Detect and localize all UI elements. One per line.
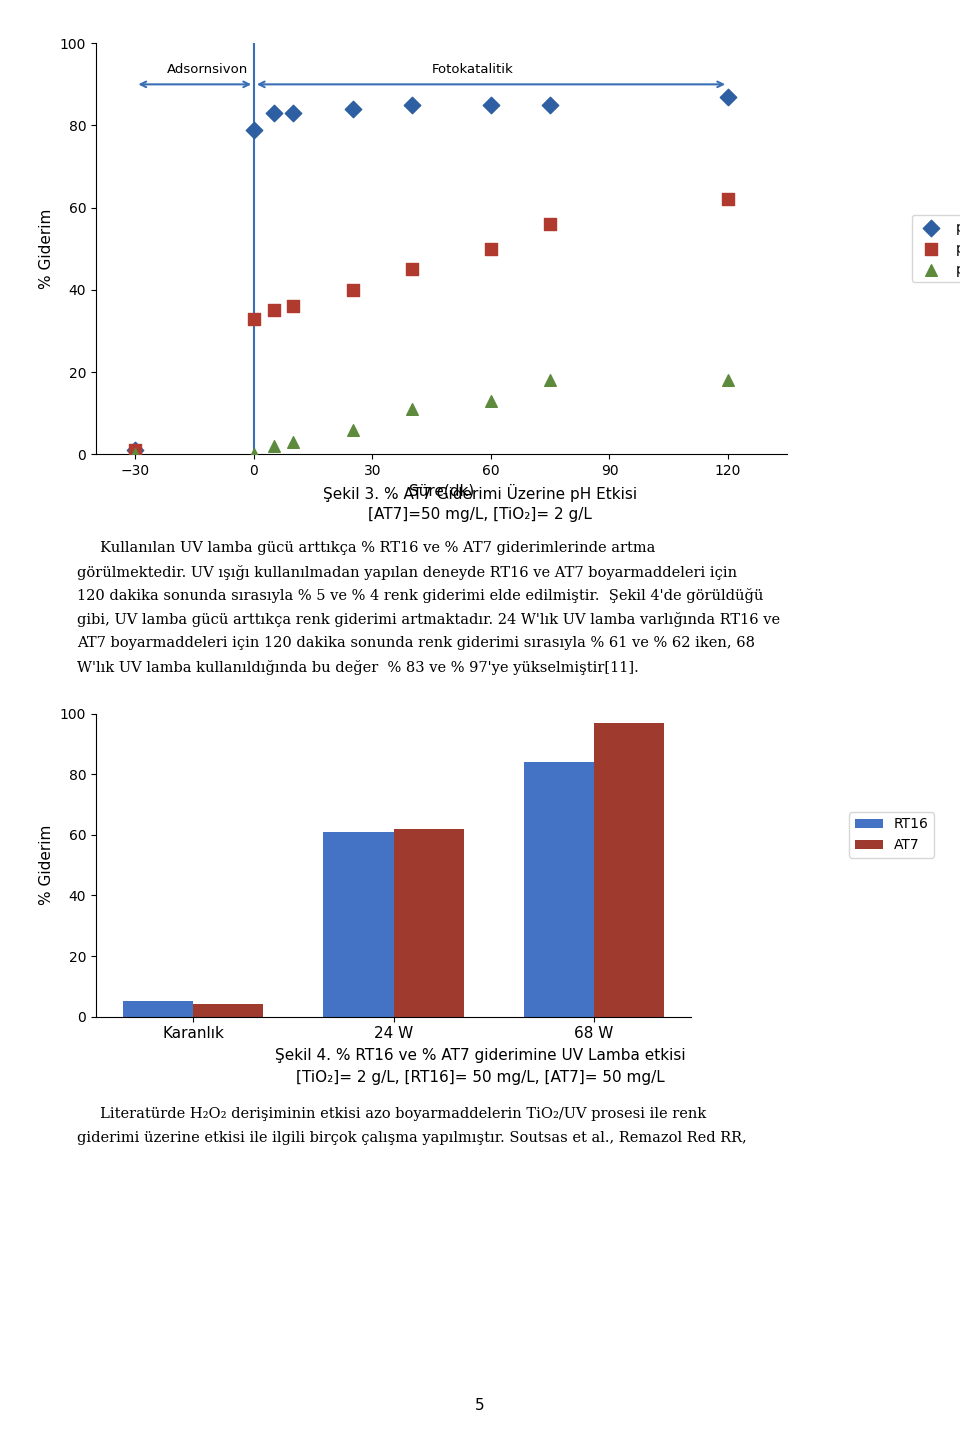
- pH=3: [247, 118, 262, 141]
- Text: Fotokatalitik: Fotokatalitik: [432, 63, 514, 76]
- pH=6: [345, 278, 360, 301]
- Text: 120 dakika sonunda sırasıyla % 5 ve % 4 renk giderimi elde edilmiştir.  Şekil 4': 120 dakika sonunda sırasıyla % 5 ve % 4 …: [77, 588, 763, 603]
- X-axis label: Süre(dk): Süre(dk): [409, 483, 474, 499]
- Bar: [324, 832, 394, 1017]
- pH=3: [483, 94, 498, 117]
- pH=6: [720, 187, 735, 211]
- pH=9: [345, 418, 360, 441]
- Text: gibi, UV lamba gücü arttıkça renk giderimi artmaktadır. 24 W'lık UV lamba varlığ: gibi, UV lamba gücü arttıkça renk gideri…: [77, 611, 780, 627]
- Bar: [394, 829, 464, 1017]
- pH=6: [542, 212, 558, 235]
- pH=6: [128, 438, 143, 461]
- Text: Literatürde H₂O₂ derişiminin etkisi azo boyarmaddelerin TiO₂/UV prosesi ile renk: Literatürde H₂O₂ derişiminin etkisi azo …: [77, 1107, 706, 1122]
- pH=6: [286, 294, 301, 317]
- Legend: pH=3, pH=6, pH=9: pH=3, pH=6, pH=9: [912, 215, 960, 283]
- pH=3: [542, 94, 558, 117]
- pH=3: [404, 94, 420, 117]
- pH=9: [720, 369, 735, 392]
- Text: Kullanılan UV lamba gücü arttıkça % RT16 ve % AT7 giderimlerinde artma: Kullanılan UV lamba gücü arttıkça % RT16…: [77, 541, 655, 555]
- Bar: [594, 722, 664, 1017]
- Text: [TiO₂]= 2 g/L, [RT16]= 50 mg/L, [AT7]= 50 mg/L: [TiO₂]= 2 g/L, [RT16]= 50 mg/L, [AT7]= 5…: [296, 1070, 664, 1084]
- pH=6: [247, 307, 262, 330]
- pH=3: [128, 438, 143, 461]
- Text: [AT7]=50 mg/L, [TiO₂]= 2 g/L: [AT7]=50 mg/L, [TiO₂]= 2 g/L: [368, 508, 592, 522]
- Bar: [193, 1005, 263, 1017]
- Text: AT7 boyarmaddeleri için 120 dakika sonunda renk giderimi sırasıyla % 61 ve % 62 : AT7 boyarmaddeleri için 120 dakika sonun…: [77, 636, 755, 650]
- Text: 5: 5: [475, 1399, 485, 1413]
- Text: görülmektedir. UV ışığı kullanılmadan yapılan deneyde RT16 ve AT7 boyarmaddeleri: görülmektedir. UV ışığı kullanılmadan ya…: [77, 564, 737, 580]
- pH=9: [404, 398, 420, 421]
- pH=9: [286, 430, 301, 453]
- Legend: RT16, AT7: RT16, AT7: [850, 812, 934, 858]
- pH=9: [247, 443, 262, 466]
- pH=9: [128, 443, 143, 466]
- pH=3: [345, 98, 360, 121]
- pH=9: [542, 369, 558, 392]
- Text: W'lık UV lamba kullanıldığında bu değer  % 83 ve % 97'ye yükselmiştir[11].: W'lık UV lamba kullanıldığında bu değer …: [77, 660, 638, 675]
- pH=3: [266, 101, 281, 124]
- Text: Şekil 3. % AT7 Giderimi Üzerine pH Etkisi: Şekil 3. % AT7 Giderimi Üzerine pH Etkis…: [323, 485, 637, 502]
- Y-axis label: % Giderim: % Giderim: [39, 825, 55, 906]
- Text: Adsornsivon: Adsornsivon: [167, 63, 249, 76]
- Y-axis label: % Giderim: % Giderim: [39, 209, 55, 288]
- pH=9: [266, 434, 281, 457]
- Bar: [524, 763, 594, 1017]
- Text: Şekil 4. % RT16 ve % AT7 giderimine UV Lamba etkisi: Şekil 4. % RT16 ve % AT7 giderimine UV L…: [275, 1048, 685, 1063]
- pH=6: [266, 298, 281, 322]
- pH=3: [720, 85, 735, 108]
- Bar: [123, 1001, 193, 1017]
- Text: giderimi üzerine etkisi ile ilgili birçok çalışma yapılmıştır. Soutsas et al., R: giderimi üzerine etkisi ile ilgili birço…: [77, 1131, 747, 1145]
- pH=6: [404, 258, 420, 281]
- pH=6: [483, 236, 498, 260]
- pH=3: [286, 101, 301, 124]
- pH=9: [483, 389, 498, 412]
